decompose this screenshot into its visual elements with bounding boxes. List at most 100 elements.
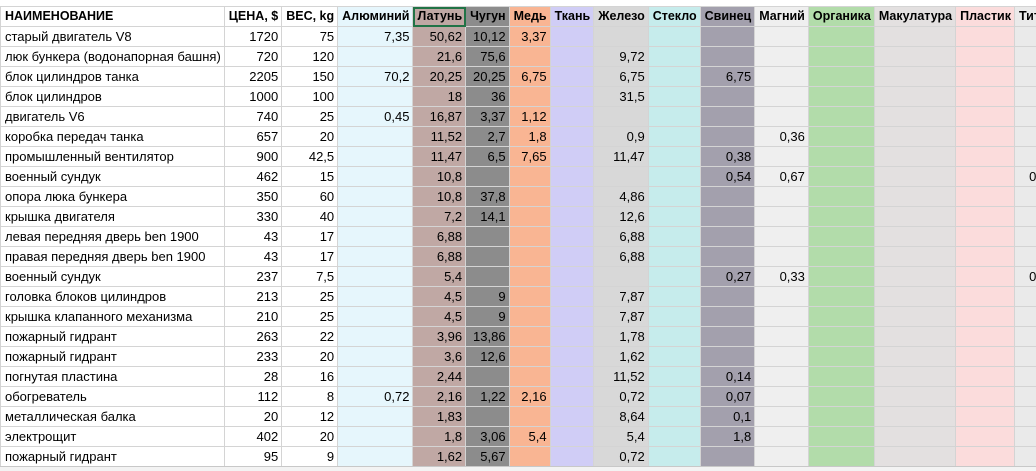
cell-paper[interactable] [873,206,957,227]
cell-brass[interactable]: 4,5 [412,306,467,327]
cell-price[interactable]: 237 [223,266,283,287]
cell-glass[interactable] [647,266,701,287]
cell-plastic[interactable] [955,286,1016,307]
cell-brass[interactable]: 1,83 [412,406,467,427]
item-name-cell[interactable]: правая передняя дверь ben 1900 [0,246,225,267]
cell-titanium[interactable] [1014,406,1036,427]
cell-price[interactable]: 210 [223,306,283,327]
cell-iron[interactable]: 10,12 [465,26,510,47]
cell-organics[interactable] [807,146,875,167]
cell-iron[interactable]: 13,86 [465,326,510,347]
cell-aluminum[interactable]: 7,35 [337,26,414,47]
column-header-name[interactable]: НАИМЕНОВАНИЕ [0,6,225,27]
cell-weight[interactable]: 17 [281,226,339,247]
cell-magnesium[interactable] [754,406,809,427]
cell-iron[interactable]: 9 [465,306,510,327]
cell-steel[interactable]: 11,52 [593,366,649,387]
cell-aluminum[interactable] [337,326,414,347]
cell-paper[interactable] [873,326,957,347]
cell-brass[interactable]: 11,52 [412,126,467,147]
cell-titanium[interactable] [1014,386,1036,407]
cell-fabric[interactable] [549,86,595,107]
cell-price[interactable]: 43 [223,246,283,267]
cell-magnesium[interactable] [754,86,809,107]
cell-organics[interactable] [807,426,875,447]
cell-titanium[interactable] [1014,346,1036,367]
column-header-aluminum[interactable]: Алюминий [337,6,414,27]
cell-glass[interactable] [647,226,701,247]
cell-weight[interactable]: 16 [281,366,339,387]
cell-brass[interactable]: 16,87 [412,106,467,127]
cell-lead[interactable] [699,446,756,467]
cell-iron[interactable]: 12,6 [465,346,510,367]
item-name-cell[interactable]: погнутая пластина [0,366,225,387]
cell-fabric[interactable] [549,306,595,327]
cell-glass[interactable] [647,106,701,127]
cell-brass[interactable]: 4,5 [412,286,467,307]
cell-brass[interactable]: 5,4 [412,266,467,287]
cell-magnesium[interactable] [754,446,809,467]
cell-weight[interactable]: 100 [281,86,339,107]
cell-lead[interactable]: 1,8 [699,426,756,447]
cell-weight[interactable]: 20 [281,346,339,367]
cell-plastic[interactable] [955,246,1016,267]
cell-aluminum[interactable] [337,86,414,107]
cell-magnesium[interactable] [754,146,809,167]
cell-weight[interactable]: 12 [281,406,339,427]
cell-weight[interactable]: 7,5 [281,266,339,287]
cell-steel[interactable]: 6,75 [593,66,649,87]
cell-weight[interactable]: 120 [281,46,339,67]
cell-aluminum[interactable] [337,166,414,187]
cell-lead[interactable]: 0,14 [699,366,756,387]
cell-organics[interactable] [807,346,875,367]
cell-paper[interactable] [873,426,957,447]
item-name-cell[interactable]: крышка двигателя [0,206,225,227]
cell-titanium[interactable] [1014,426,1036,447]
cell-price[interactable]: 263 [223,326,283,347]
cell-magnesium[interactable]: 0,33 [754,266,809,287]
cell-weight[interactable]: 17 [281,246,339,267]
cell-fabric[interactable] [549,166,595,187]
cell-aluminum[interactable] [337,446,414,467]
cell-copper[interactable] [508,186,551,207]
cell-lead[interactable] [699,86,756,107]
cell-magnesium[interactable]: 0,36 [754,126,809,147]
item-name-cell[interactable]: военный сундук [0,166,225,187]
cell-glass[interactable] [647,326,701,347]
column-header-lead[interactable]: Свинец [699,6,756,27]
cell-steel[interactable]: 5,4 [593,426,649,447]
cell-brass[interactable]: 6,88 [412,246,467,267]
cell-organics[interactable] [807,226,875,247]
cell-aluminum[interactable] [337,286,414,307]
cell-copper[interactable]: 1,8 [508,126,551,147]
cell-copper[interactable]: 3,37 [508,26,551,47]
cell-weight[interactable]: 60 [281,186,339,207]
cell-lead[interactable] [699,246,756,267]
cell-aluminum[interactable] [337,46,414,67]
cell-titanium[interactable] [1014,286,1036,307]
column-header-weight[interactable]: ВЕС, kg [281,6,339,27]
cell-price[interactable]: 43 [223,226,283,247]
cell-copper[interactable] [508,86,551,107]
cell-steel[interactable] [593,166,649,187]
cell-glass[interactable] [647,306,701,327]
cell-copper[interactable]: 6,75 [508,66,551,87]
cell-lead[interactable]: 0,07 [699,386,756,407]
cell-lead[interactable] [699,306,756,327]
cell-fabric[interactable] [549,46,595,67]
cell-organics[interactable] [807,366,875,387]
cell-titanium[interactable] [1014,446,1036,467]
cell-lead[interactable] [699,46,756,67]
cell-glass[interactable] [647,246,701,267]
cell-organics[interactable] [807,126,875,147]
cell-plastic[interactable] [955,406,1016,427]
cell-steel[interactable] [593,266,649,287]
cell-price[interactable]: 402 [223,426,283,447]
cell-brass[interactable]: 50,62 [412,26,467,47]
cell-organics[interactable] [807,66,875,87]
cell-magnesium[interactable] [754,206,809,227]
cell-titanium[interactable] [1014,366,1036,387]
cell-paper[interactable] [873,346,957,367]
cell-iron[interactable]: 1,22 [465,386,510,407]
cell-organics[interactable] [807,106,875,127]
